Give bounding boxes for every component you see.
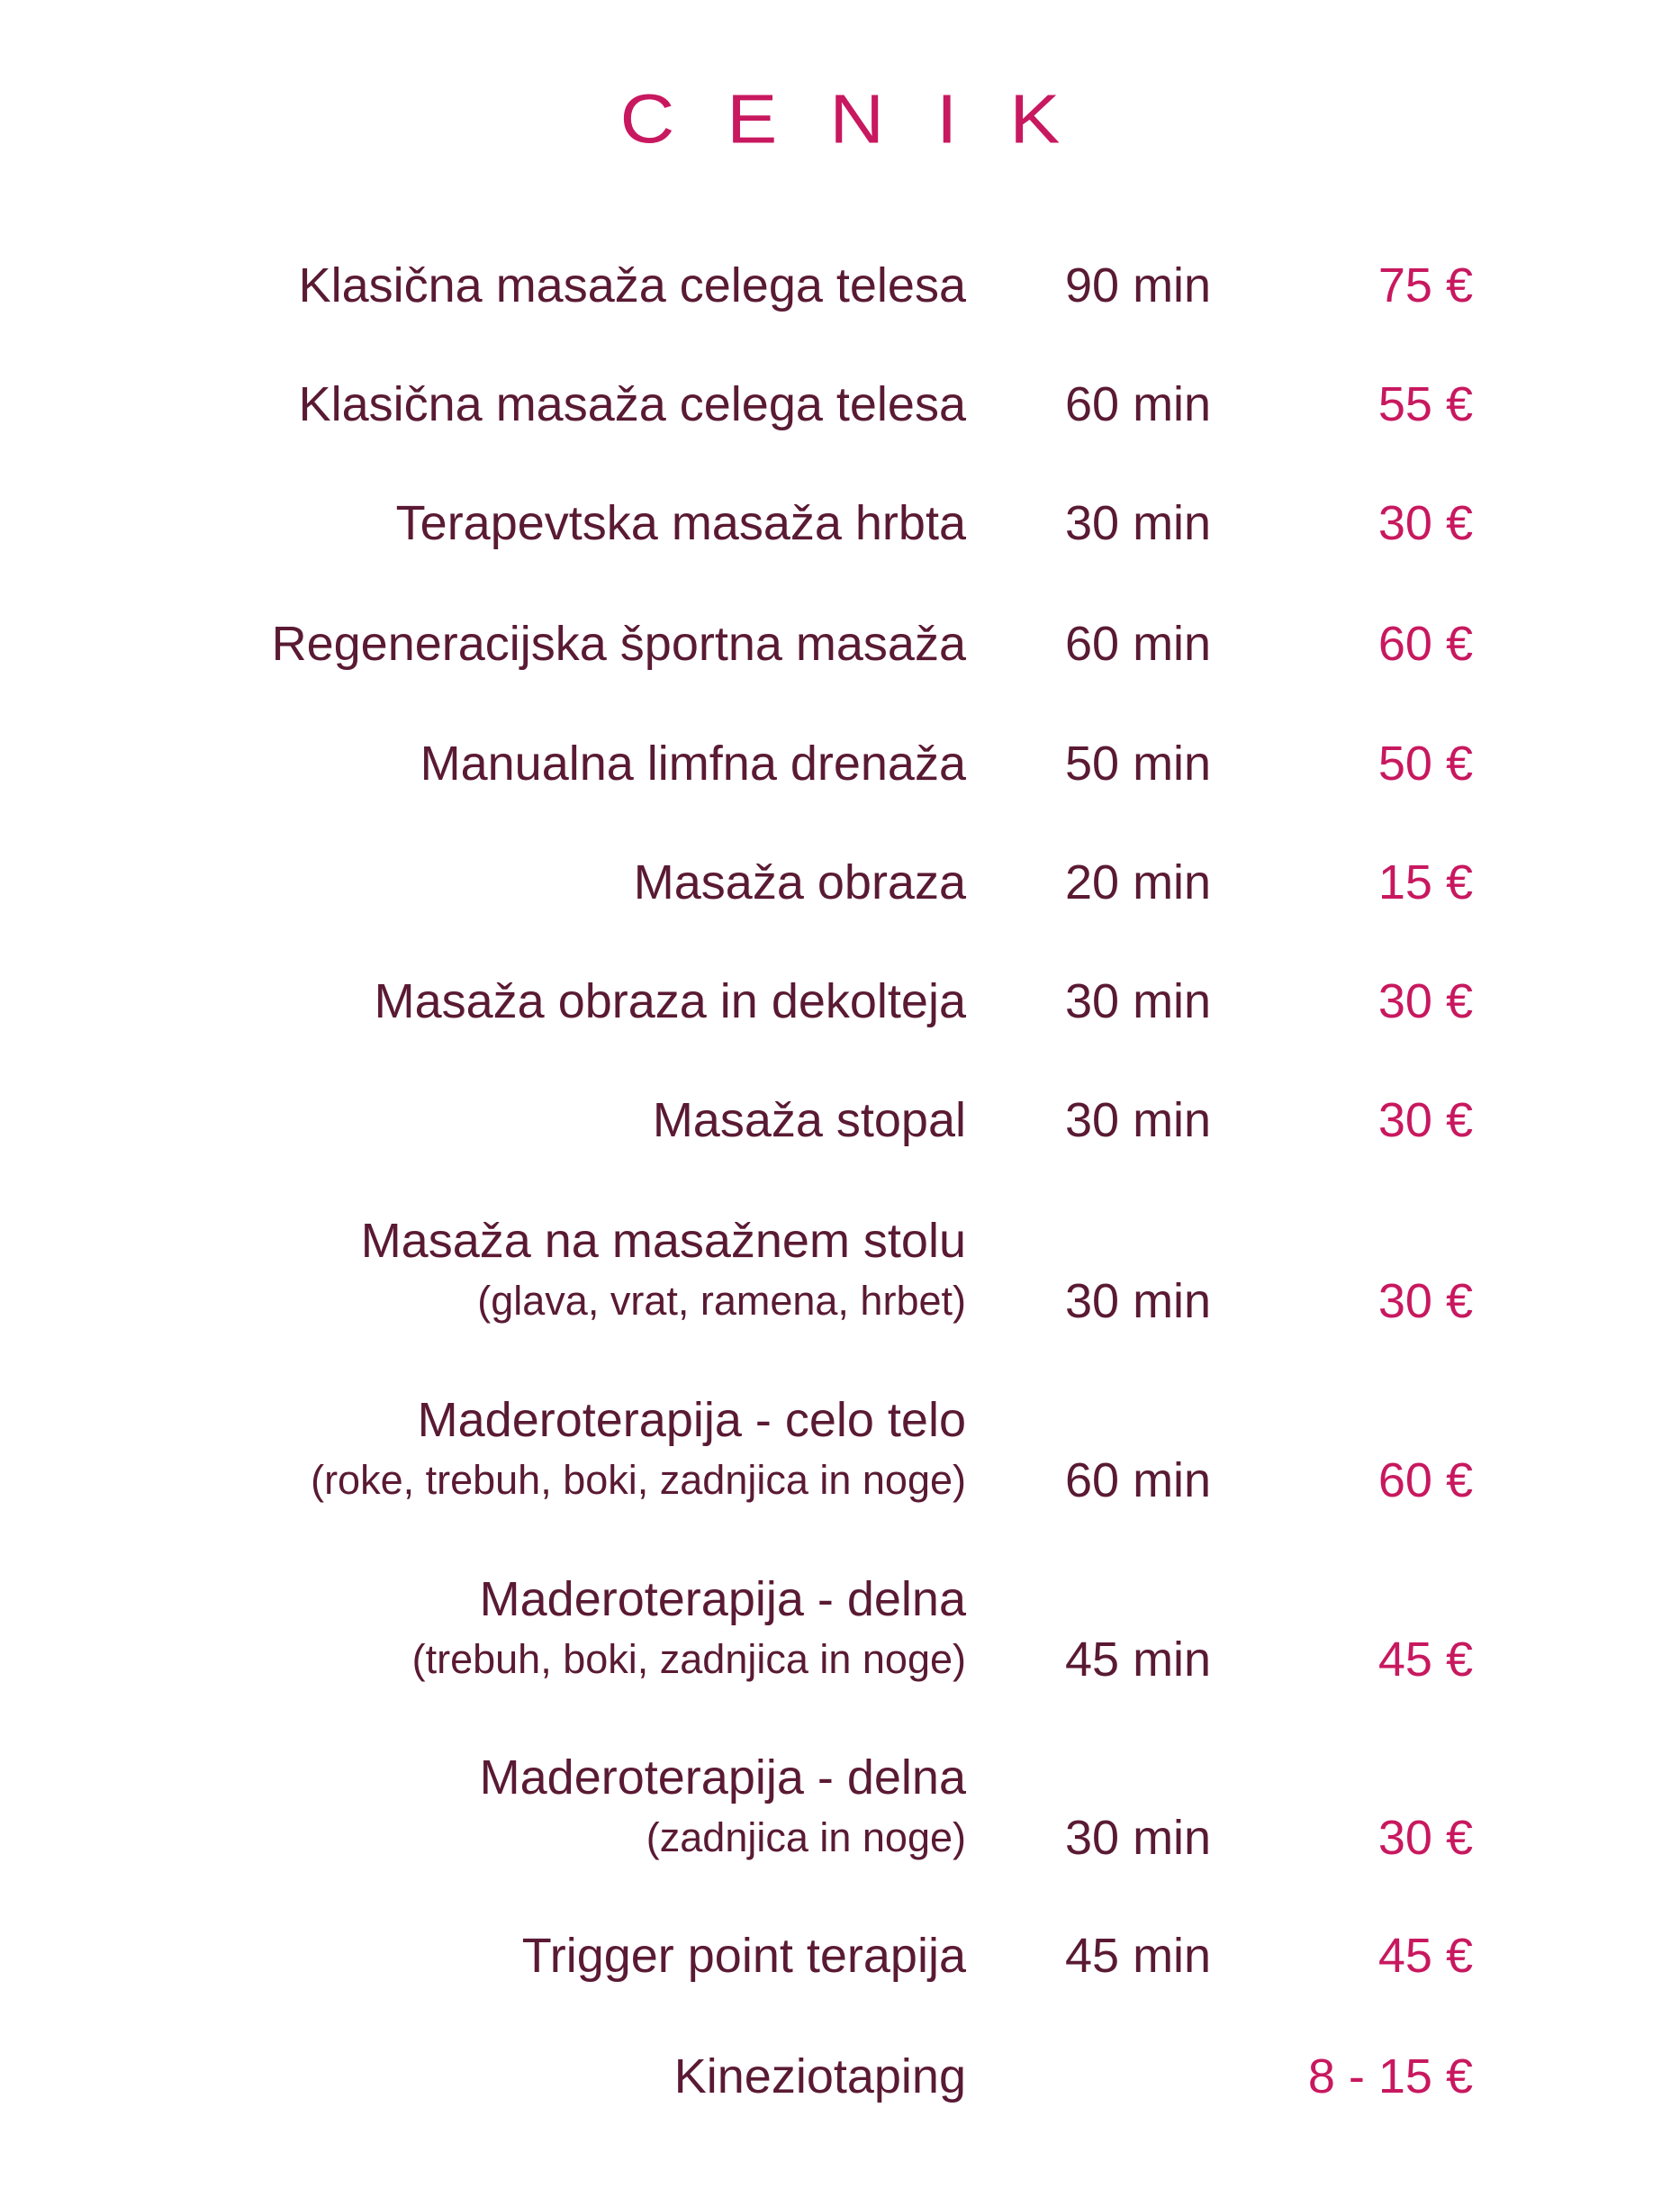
- service-name: Klasična masaža celega telesa: [298, 377, 966, 431]
- service-name: Maderoterapija - celo telo: [417, 1393, 966, 1447]
- service-name: Klasična masaža celega telesa: [298, 258, 966, 312]
- service-duration: 60 min: [1065, 617, 1212, 671]
- service-price: 55 €: [1377, 377, 1473, 431]
- service-name: Terapevtska masaža hrbta: [395, 496, 966, 550]
- service-name: Manualna limfna drenaža: [420, 737, 966, 791]
- service-duration: 50 min: [1065, 737, 1212, 791]
- service-name: Trigger point terapija: [521, 1929, 966, 1983]
- service-duration: 30 min: [1065, 1093, 1212, 1147]
- service-duration: 45 min: [1065, 1929, 1212, 1983]
- service-name: Maderoterapija - delna: [479, 1572, 966, 1626]
- service-duration: 45 min: [1065, 1633, 1212, 1687]
- service-detail: (trebuh, boki, zadnjica in noge): [411, 1636, 966, 1682]
- service-detail: (zadnjica in noge): [646, 1814, 966, 1860]
- service-duration: 30 min: [1065, 974, 1212, 1028]
- page-title: CENIK: [619, 79, 1113, 158]
- service-name: Masaža obraza in dekolteja: [374, 974, 966, 1028]
- service-price: 30 €: [1377, 974, 1473, 1028]
- service-price: 15 €: [1377, 855, 1473, 909]
- service-price: 30 €: [1377, 496, 1473, 550]
- service-duration: 20 min: [1065, 855, 1212, 909]
- service-price: 45 €: [1377, 1633, 1473, 1687]
- service-price: 45 €: [1377, 1929, 1473, 1983]
- service-name: Masaža stopal: [652, 1093, 966, 1147]
- service-price: 30 €: [1377, 1093, 1473, 1147]
- service-price: 50 €: [1377, 737, 1473, 791]
- service-detail: (roke, trebuh, boki, zadnjica in noge): [311, 1457, 966, 1503]
- service-duration: 60 min: [1065, 377, 1212, 431]
- service-duration: 30 min: [1065, 496, 1212, 550]
- service-name: Masaža obraza: [633, 855, 966, 909]
- service-price: 30 €: [1377, 1274, 1473, 1328]
- service-price: 30 €: [1377, 1811, 1473, 1865]
- service-duration: 90 min: [1065, 258, 1212, 312]
- service-price: 8 - 15 €: [1307, 2049, 1473, 2103]
- service-name: Maderoterapija - delna: [479, 1750, 966, 1804]
- service-duration: 30 min: [1065, 1811, 1212, 1865]
- service-name: Regeneracijska športna masaža: [271, 617, 966, 671]
- service-name: Kineziotaping: [673, 2049, 966, 2103]
- service-duration: 30 min: [1065, 1274, 1212, 1328]
- service-price: 60 €: [1377, 1453, 1473, 1507]
- service-price: 60 €: [1377, 617, 1473, 671]
- service-detail: (glava, vrat, ramena, hrbet): [477, 1278, 966, 1324]
- service-duration: 60 min: [1065, 1453, 1212, 1507]
- service-price: 75 €: [1377, 258, 1473, 312]
- service-name: Masaža na masažnem stolu: [360, 1214, 966, 1268]
